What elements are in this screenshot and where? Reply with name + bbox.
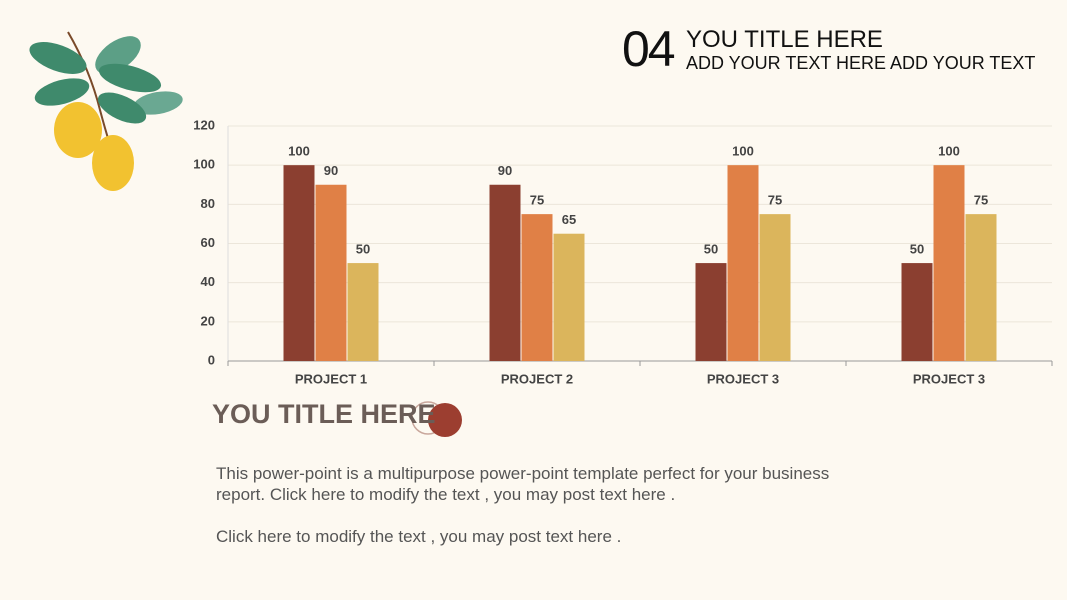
bar: [901, 263, 933, 361]
data-label: 65: [562, 212, 576, 227]
bar: [695, 263, 727, 361]
header-title: YOU TITLE HERE: [686, 26, 883, 53]
paragraph: Click here to modify the text , you may …: [216, 527, 622, 546]
bar: [521, 214, 553, 361]
data-label: 50: [910, 242, 924, 257]
data-label: 100: [732, 144, 754, 159]
y-tick-label: 0: [208, 352, 215, 367]
header-subtitle: ADD YOUR TEXT HERE ADD YOUR TEXT: [686, 53, 1036, 73]
bar: [965, 214, 997, 361]
data-label: 50: [704, 242, 718, 257]
data-label: 75: [530, 193, 544, 208]
bar: [727, 165, 759, 361]
y-tick-label: 80: [201, 196, 215, 211]
bar: [759, 214, 791, 361]
data-label: 90: [498, 163, 512, 178]
data-label: 75: [768, 193, 782, 208]
paragraph: This power-point is a multipurpose power…: [216, 464, 830, 504]
bar: [933, 165, 965, 361]
slide-number: 04: [622, 21, 676, 77]
y-tick-label: 40: [201, 274, 215, 289]
x-tick-label: PROJECT 3: [913, 371, 985, 386]
y-tick-label: 120: [193, 117, 215, 132]
x-tick-label: PROJECT 1: [295, 371, 367, 386]
data-label: 90: [324, 163, 338, 178]
bar: [489, 184, 521, 361]
bar: [347, 263, 379, 361]
data-label: 100: [288, 144, 310, 159]
x-tick-label: PROJECT 2: [501, 371, 573, 386]
body-title: YOU TITLE HERE: [212, 399, 436, 429]
data-label: 75: [974, 193, 988, 208]
lemon-decoration: [29, 31, 183, 191]
y-tick-label: 60: [201, 235, 215, 250]
data-label: 100: [938, 144, 960, 159]
y-tick-label: 20: [201, 313, 215, 328]
bar: [283, 165, 315, 361]
x-tick-label: PROJECT 3: [707, 371, 779, 386]
y-tick-label: 100: [193, 157, 215, 172]
bar: [553, 233, 585, 361]
decor-dot: [428, 403, 462, 437]
bar: [315, 184, 347, 361]
data-label: 50: [356, 242, 370, 257]
